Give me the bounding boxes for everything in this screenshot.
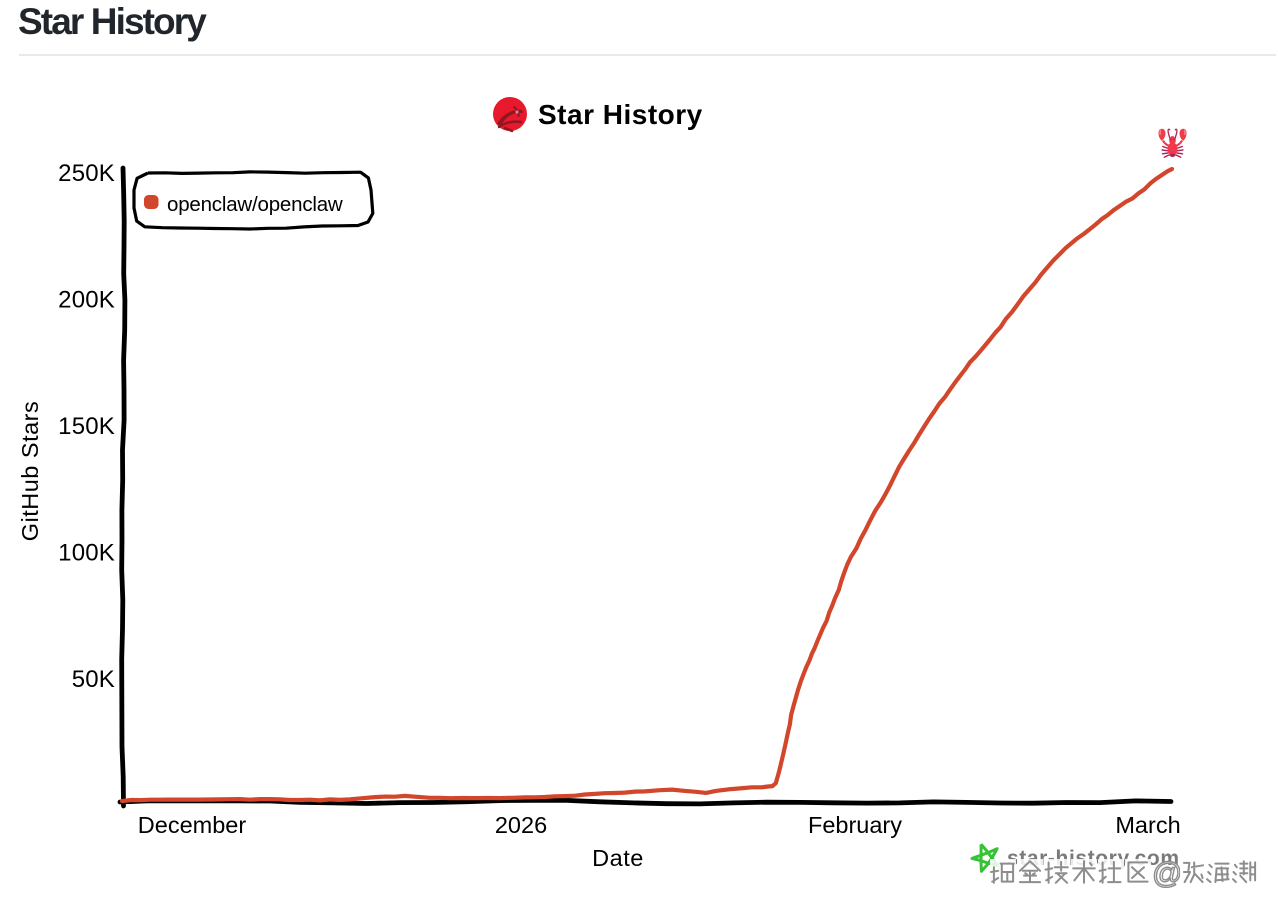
svg-text:100K: 100K [58, 540, 115, 567]
svg-text:Date: Date [592, 845, 644, 871]
svg-text:December: December [138, 812, 247, 838]
svg-text:250K: 250K [58, 160, 115, 187]
svg-text:@: @ [1152, 857, 1182, 890]
svg-text:March: March [1115, 812, 1180, 838]
svg-text:200K: 200K [58, 287, 115, 314]
svg-text:openclaw/openclaw: openclaw/openclaw [167, 193, 343, 216]
svg-text:February: February [808, 812, 902, 838]
svg-text:150K: 150K [58, 413, 115, 440]
svg-text:GitHub Stars: GitHub Stars [17, 401, 43, 542]
svg-text:50K: 50K [72, 666, 115, 693]
svg-text:2026: 2026 [495, 812, 547, 838]
svg-text:Star History: Star History [538, 99, 703, 130]
